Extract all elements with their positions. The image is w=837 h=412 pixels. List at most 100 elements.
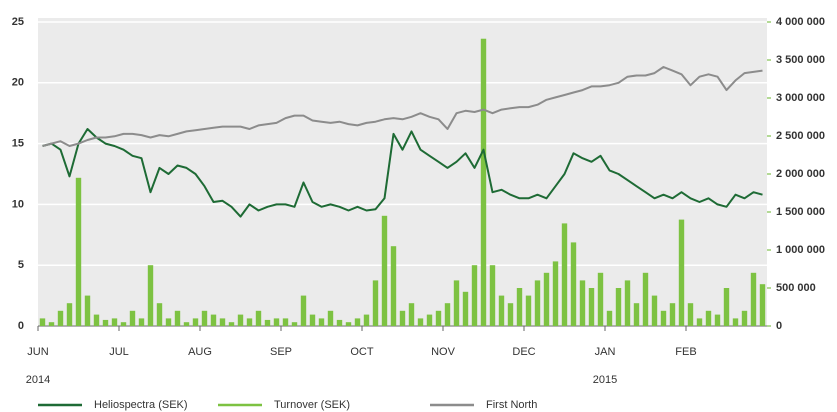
turnover-bar [669, 303, 676, 326]
turnover-bar [255, 310, 262, 326]
turnover-bar [300, 295, 307, 326]
turnover-bar [408, 303, 415, 326]
turnover-bar [381, 215, 388, 326]
turnover-bar [84, 295, 91, 326]
turnover-bar [435, 310, 442, 326]
turnover-bar [102, 319, 109, 326]
turnover-bar [570, 242, 577, 326]
turnover-bar [696, 318, 703, 326]
turnover-bar [417, 318, 424, 326]
turnover-bar [426, 314, 433, 326]
turnover-bar [444, 303, 451, 326]
turnover-bar [651, 295, 658, 326]
turnover-bar [309, 314, 316, 326]
turnover-bar [354, 318, 361, 326]
turnover-bar [534, 280, 541, 326]
y-tick-label: 20 [12, 77, 24, 89]
turnover-bar [327, 310, 334, 326]
price-line [42, 66, 763, 147]
turnover-bar [705, 310, 712, 326]
turnover-bar [462, 291, 469, 326]
x-tick-label: NOV [431, 346, 456, 358]
turnover-bar [192, 318, 199, 326]
turnover-bar [120, 322, 127, 326]
turnover-bar [453, 280, 460, 326]
turnover-bar [588, 288, 595, 326]
turnover-bar [606, 310, 613, 326]
turnover-bar [129, 310, 136, 326]
turnover-bar [372, 280, 379, 326]
turnover-bar [282, 318, 289, 326]
turnover-bar [507, 303, 514, 326]
turnover-bar [66, 303, 73, 326]
turnover-bar [75, 177, 82, 326]
turnover-bar [138, 318, 145, 326]
plot-background [38, 18, 767, 326]
turnover-bar [399, 310, 406, 326]
x-tick-label: FEB [675, 346, 696, 358]
turnover-bar [273, 318, 280, 326]
y-tick-label: 15 [12, 138, 24, 150]
turnover-bar [750, 272, 757, 326]
turnover-bar [624, 280, 631, 326]
turnover-bar [732, 318, 739, 326]
turnover-bar [48, 322, 55, 326]
x-tick-label: SEP [270, 346, 292, 358]
turnover-bar [156, 303, 163, 326]
turnover-bar [642, 272, 649, 326]
turnover-bar [318, 318, 325, 326]
turnover-bar [363, 314, 370, 326]
y-tick-label: 0 [18, 320, 24, 332]
x-tick-label: JUL [109, 346, 129, 358]
turnover-bar [660, 310, 667, 326]
year-label: 2014 [26, 374, 50, 386]
turnover-bar [174, 310, 181, 326]
price-line [42, 128, 763, 218]
turnover-bar [291, 322, 298, 326]
turnover-bar [552, 261, 559, 326]
turnover-bar [543, 272, 550, 326]
y2-tick-label: 1 500 000 [776, 206, 825, 218]
y2-tick-label: 2 500 000 [776, 130, 825, 142]
turnover-bar [201, 310, 208, 326]
turnover-bar [210, 314, 217, 326]
turnover-bar [336, 319, 343, 326]
y2-tick-label: 0 [776, 320, 782, 332]
turnover-bar [165, 318, 172, 326]
y2-tick-label: 4 000 000 [776, 16, 825, 28]
turnover-bar [579, 280, 586, 326]
turnover-bar [111, 318, 118, 326]
x-tick-label: JAN [595, 346, 616, 358]
legend-label: Heliospectra (SEK) [94, 399, 188, 411]
y2-tick-label: 3 500 000 [776, 54, 825, 66]
turnover-bar [687, 303, 694, 326]
turnover-bar [498, 295, 505, 326]
y2-tick-label: 2 000 000 [776, 168, 825, 180]
turnover-bar [228, 322, 235, 326]
turnover-bar [93, 314, 100, 326]
legend-label: First North [486, 399, 537, 411]
turnover-bar [57, 310, 64, 326]
turnover-bar [615, 288, 622, 326]
turnover-bar [723, 288, 730, 326]
turnover-bar [147, 265, 154, 326]
y-tick-label: 10 [12, 198, 24, 210]
turnover-bar [471, 265, 478, 326]
turnover-bar [219, 318, 226, 326]
turnover-bar [714, 314, 721, 326]
y2-tick-label: 3 000 000 [776, 92, 825, 104]
x-tick-label: JUN [27, 346, 48, 358]
turnover-bar [561, 223, 568, 326]
y-tick-label: 25 [12, 16, 24, 28]
turnover-bar [246, 318, 253, 326]
turnover-bar [741, 310, 748, 326]
legend-label: Turnover (SEK) [274, 399, 350, 411]
turnover-bar [480, 38, 487, 326]
x-tick-label: AUG [188, 346, 212, 358]
y-tick-label: 5 [18, 259, 24, 271]
year-label: 2015 [593, 374, 617, 386]
turnover-bar [489, 265, 496, 326]
turnover-bar [633, 303, 640, 326]
turnover-bar [264, 319, 271, 326]
